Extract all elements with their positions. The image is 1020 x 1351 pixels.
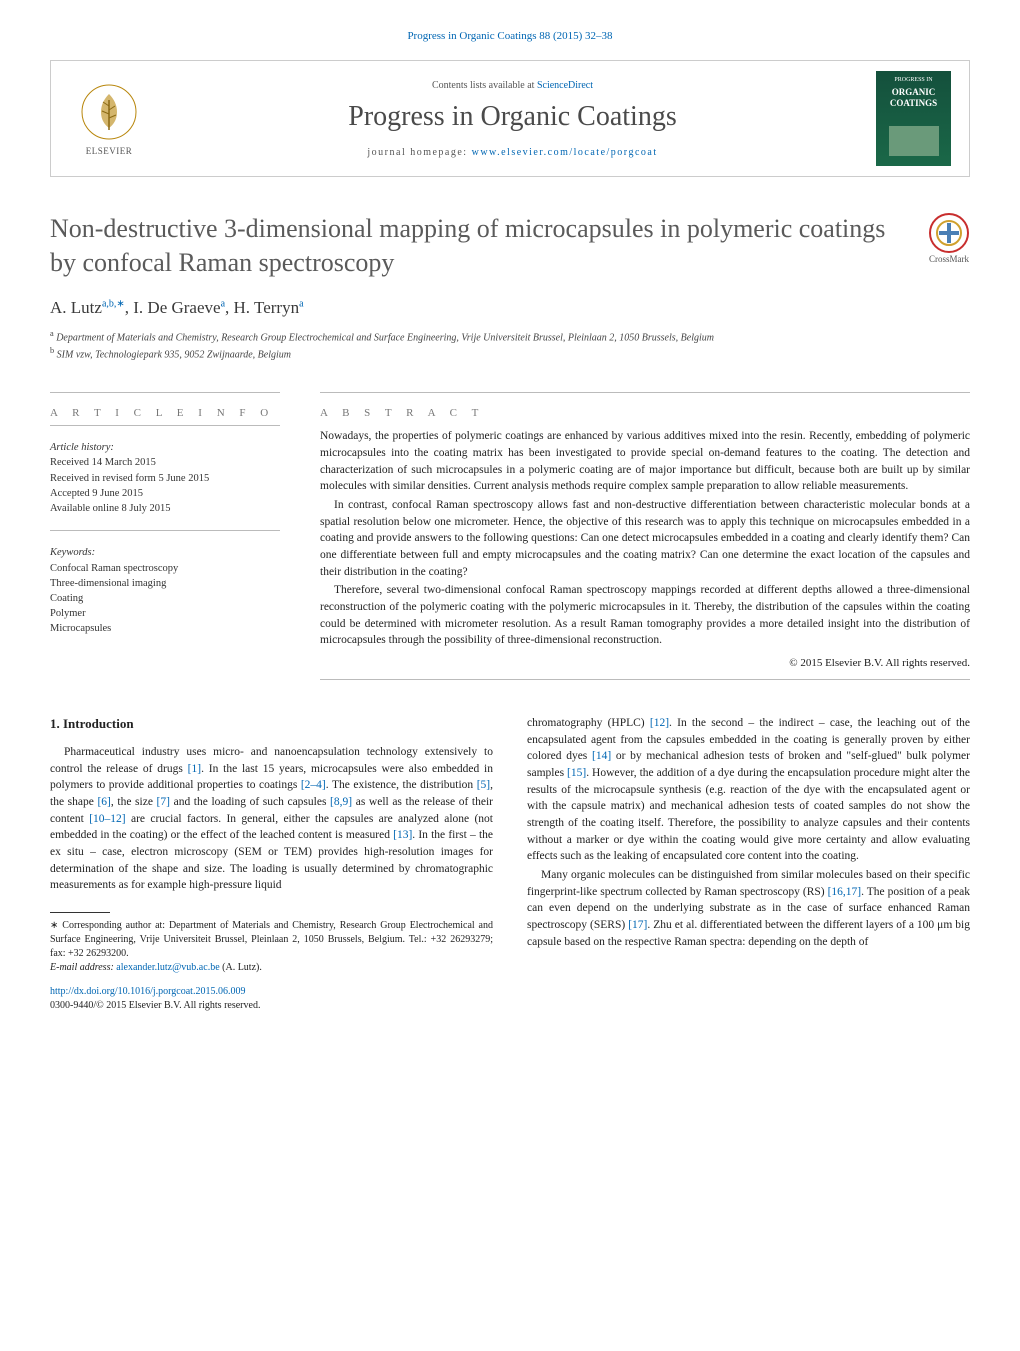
ref-7[interactable]: [7] [157, 796, 170, 808]
author-1-sup: a,b,∗ [102, 298, 125, 309]
authors: A. Lutza,b,∗, I. De Graevea, H. Terryna [50, 298, 970, 318]
header-center: Contents lists available at ScienceDirec… [149, 80, 876, 158]
cover-line2: COATINGS [890, 98, 937, 109]
history-revised: Received in revised form 5 June 2015 [50, 473, 209, 484]
article-title: Non-destructive 3-dimensional mapping of… [50, 212, 908, 280]
abstract-p3: Therefore, several two-dimensional confo… [320, 582, 970, 649]
author-2: , I. De Graeve [125, 298, 221, 317]
ref-12[interactable]: [12] [650, 717, 669, 729]
homepage-line: journal homepage: www.elsevier.com/locat… [149, 147, 876, 158]
cover-progress: PROGRESS IN [894, 77, 932, 83]
section-1-heading: 1. Introduction [50, 715, 493, 734]
abstract-copyright: © 2015 Elsevier B.V. All rights reserved… [320, 657, 970, 669]
email-label: E-mail address: [50, 962, 116, 973]
elsevier-label: ELSEVIER [86, 146, 133, 156]
affil-b: SIM vzw, Technologiepark 935, 9052 Zwijn… [54, 349, 291, 360]
contents-prefix: Contents lists available at [432, 80, 537, 91]
elsevier-logo: ELSEVIER [69, 74, 149, 164]
cover-image-placeholder [889, 126, 939, 156]
kw-2: Three-dimensional imaging [50, 578, 166, 589]
author-3-sup: a [299, 298, 303, 309]
history-received: Received 14 March 2015 [50, 457, 156, 468]
ref-6[interactable]: [6] [97, 796, 110, 808]
info-abstract-row: A R T I C L E I N F O Article history: R… [50, 386, 970, 694]
doi-link[interactable]: http://dx.doi.org/10.1016/j.porgcoat.201… [50, 986, 245, 997]
ref-1[interactable]: [1] [188, 763, 201, 775]
ref-13[interactable]: [13] [393, 829, 412, 841]
article-info-heading: A R T I C L E I N F O [50, 407, 280, 419]
kw-4: Polymer [50, 608, 86, 619]
email-suffix: (A. Lutz). [220, 962, 262, 973]
ref-17[interactable]: [17] [628, 919, 647, 931]
footnote-text: Corresponding author at: Department of M… [50, 920, 493, 959]
keywords-label: Keywords: [50, 547, 95, 558]
author-3: , H. Terryn [225, 298, 299, 317]
sciencedirect-link[interactable]: ScienceDirect [537, 80, 593, 91]
abstract-heading: A B S T R A C T [320, 407, 970, 419]
corresponding-footnote: ∗ Corresponding author at: Department of… [50, 919, 493, 975]
kw-1: Confocal Raman spectroscopy [50, 563, 178, 574]
ref-16-17[interactable]: [16,17] [828, 886, 862, 898]
ref-2-4[interactable]: [2–4] [301, 779, 326, 791]
homepage-link[interactable]: www.elsevier.com/locate/porgcoat [472, 147, 658, 158]
author-1: A. Lutz [50, 298, 102, 317]
footnote-rule [50, 912, 110, 913]
contents-available: Contents lists available at ScienceDirec… [149, 80, 876, 91]
body-text: 1. Introduction Pharmaceutical industry … [50, 715, 970, 1014]
crossmark-badge[interactable]: CrossMark [928, 212, 970, 264]
issn-line: 0300-9440/© 2015 Elsevier B.V. All right… [50, 1000, 260, 1011]
journal-header: ELSEVIER Contents lists available at Sci… [50, 60, 970, 177]
cover-line1: ORGANIC [892, 87, 936, 98]
affil-a: Department of Materials and Chemistry, R… [54, 332, 714, 343]
abstract-text: Nowadays, the properties of polymeric co… [320, 428, 970, 649]
keywords: Keywords: Confocal Raman spectroscopy Th… [50, 545, 280, 636]
abstract-p2: In contrast, confocal Raman spectroscopy… [320, 497, 970, 580]
ref-5[interactable]: [5] [477, 779, 490, 791]
body-p3: Many organic molecules can be distinguis… [527, 867, 970, 950]
journal-cover-thumb: PROGRESS IN ORGANIC COATINGS [876, 71, 951, 166]
article-history: Article history: Received 14 March 2015 … [50, 440, 280, 516]
ref-15[interactable]: [15] [567, 767, 586, 779]
history-online: Available online 8 July 2015 [50, 503, 171, 514]
kw-5: Microcapsules [50, 623, 111, 634]
homepage-prefix: journal homepage: [367, 147, 471, 158]
abstract-p1: Nowadays, the properties of polymeric co… [320, 428, 970, 495]
elsevier-tree-icon [79, 82, 139, 142]
abstract-column: A B S T R A C T Nowadays, the properties… [320, 386, 970, 694]
email-link[interactable]: alexander.lutz@vub.ac.be [116, 962, 219, 973]
article-info: A R T I C L E I N F O Article history: R… [50, 386, 280, 694]
doi-block: http://dx.doi.org/10.1016/j.porgcoat.201… [50, 985, 493, 1014]
crossmark-label: CrossMark [929, 254, 969, 264]
ref-10-12[interactable]: [10–12] [89, 813, 125, 825]
history-label: Article history: [50, 442, 114, 453]
body-p1: Pharmaceutical industry uses micro- and … [50, 744, 493, 894]
affiliations: a Department of Materials and Chemistry,… [50, 328, 970, 363]
ref-14[interactable]: [14] [592, 750, 611, 762]
ref-8-9[interactable]: [8,9] [330, 796, 352, 808]
kw-3: Coating [50, 593, 83, 604]
citation-line: Progress in Organic Coatings 88 (2015) 3… [50, 30, 970, 42]
history-accepted: Accepted 9 June 2015 [50, 488, 143, 499]
journal-name: Progress in Organic Coatings [149, 101, 876, 133]
body-p2: chromatography (HPLC) [12]. In the secon… [527, 715, 970, 865]
crossmark-icon [928, 212, 970, 254]
